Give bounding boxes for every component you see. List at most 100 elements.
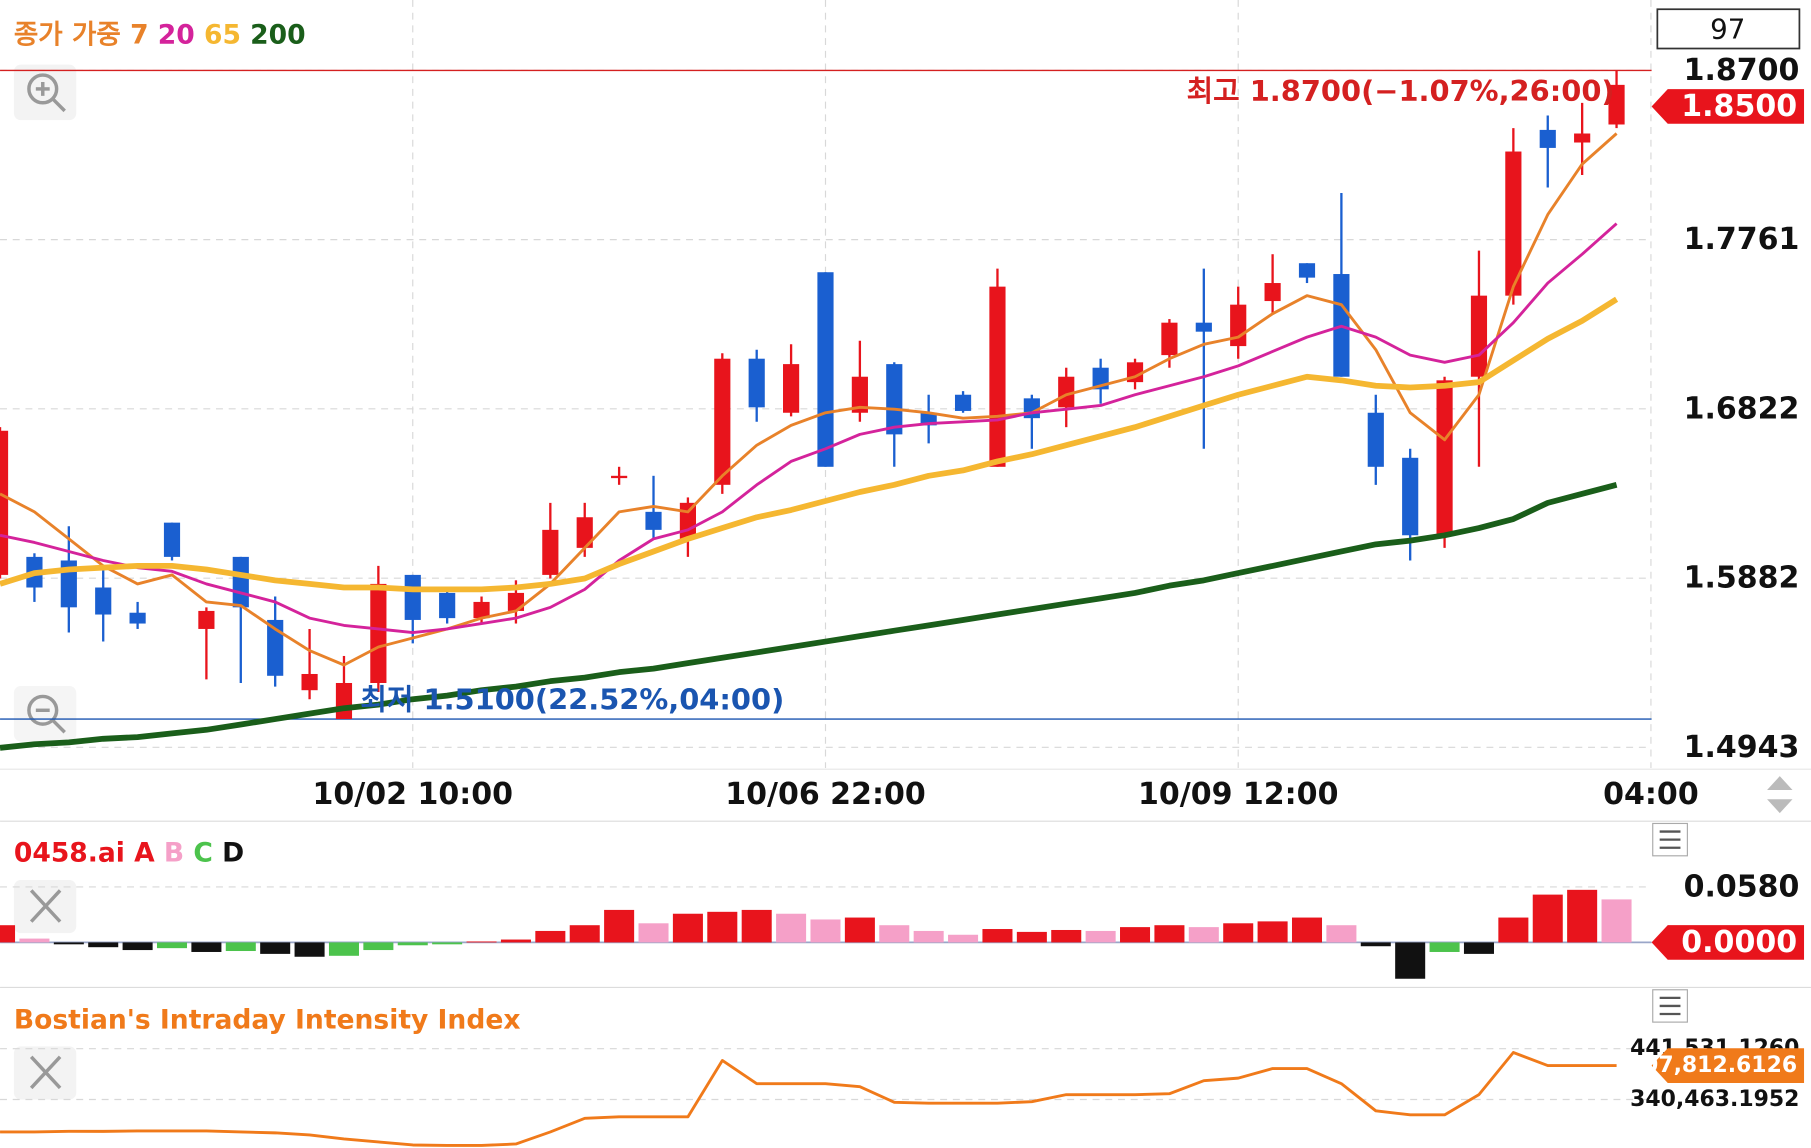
histogram-bar xyxy=(1360,942,1391,947)
candle-body xyxy=(1298,263,1316,278)
histogram-bar xyxy=(191,942,222,952)
histogram-bar xyxy=(1085,930,1116,943)
histogram-bar xyxy=(1429,942,1460,952)
histogram-bar xyxy=(1257,921,1288,943)
candle-body xyxy=(1230,304,1247,347)
histogram-bar xyxy=(879,925,910,943)
candle-body xyxy=(748,358,765,408)
legend-entry: 200 xyxy=(250,19,305,50)
moving-average-line xyxy=(0,132,1618,667)
icon xyxy=(1659,996,1681,1016)
zoom-out-button[interactable] xyxy=(13,686,77,742)
last-value-tag xyxy=(1651,1048,1805,1083)
histogram-bar xyxy=(948,934,979,943)
histogram-bar xyxy=(638,923,669,943)
moving-average-line xyxy=(0,222,1618,634)
candle-body xyxy=(335,682,353,720)
candle-body xyxy=(1367,412,1384,467)
histogram-bar xyxy=(1463,942,1494,954)
candle-body xyxy=(989,286,1006,467)
indicator-legend: 종가 가중 7 20 65 200 xyxy=(14,19,306,50)
panel-menu-button[interactable] xyxy=(1652,822,1688,857)
candle-body xyxy=(1402,457,1419,536)
panel-title: Bostian's Intraday Intensity Index xyxy=(14,1004,521,1035)
candle-body xyxy=(267,619,284,676)
candle-body xyxy=(1470,295,1488,377)
icon xyxy=(1659,830,1681,849)
candle-body xyxy=(576,517,593,548)
y-tick-label: 1.8700 xyxy=(1684,53,1800,88)
histogram-bar xyxy=(1567,889,1598,943)
histogram-bar xyxy=(707,911,738,943)
histogram-bar xyxy=(569,925,600,943)
histogram-bar xyxy=(225,942,256,952)
candle-body xyxy=(1436,380,1453,536)
candle-body xyxy=(129,612,146,624)
y-tick-label: 1.6822 xyxy=(1684,391,1800,426)
candle-body xyxy=(0,430,9,575)
icon xyxy=(51,98,66,113)
legend-entry: B xyxy=(164,837,184,868)
histogram-bar xyxy=(776,913,807,943)
candle-body xyxy=(714,358,731,485)
panel-menu-button[interactable] xyxy=(1652,989,1688,1023)
candle-body xyxy=(1195,322,1212,332)
corner-label: 97 xyxy=(1710,12,1745,45)
histogram-bar xyxy=(1601,899,1632,943)
candle-body xyxy=(473,601,490,619)
x-tick-label: 10/02 10:00 xyxy=(313,777,514,812)
icon xyxy=(29,1055,62,1090)
legend-entry: C xyxy=(193,837,212,868)
moving-average-line xyxy=(0,296,1619,593)
histogram-bar xyxy=(604,909,635,943)
histogram-bar xyxy=(535,930,566,943)
candle-body xyxy=(232,556,249,608)
last-value-label: 1.8500 xyxy=(1681,89,1797,124)
candle-body xyxy=(95,587,112,615)
histogram-bar xyxy=(1051,929,1082,943)
candle-body xyxy=(851,376,868,413)
candle-body xyxy=(1505,151,1522,296)
histogram-bar xyxy=(88,942,119,948)
panel-title: 0458.ai xyxy=(14,837,125,868)
candle-body xyxy=(817,272,834,467)
x-tick-label: 04:00 xyxy=(1603,777,1699,812)
close-panel-button[interactable] xyxy=(13,880,77,934)
histogram-bar xyxy=(397,942,428,946)
close-panel-button[interactable] xyxy=(13,1046,77,1100)
candle-body xyxy=(611,475,628,479)
button-bg xyxy=(13,64,77,121)
histogram-bar xyxy=(1326,925,1357,943)
last-value-label: 407,812.6126 xyxy=(1628,1053,1797,1078)
y-tick-label: 1.5882 xyxy=(1684,561,1800,596)
histogram-bar xyxy=(1223,923,1254,943)
histogram-bar xyxy=(19,938,50,943)
legend-entry: 7 xyxy=(130,19,148,50)
histogram-bar xyxy=(53,942,84,945)
icon xyxy=(29,889,62,923)
button-bg xyxy=(13,686,77,742)
legend-entry: 65 xyxy=(204,19,241,50)
corner-box xyxy=(1656,8,1801,50)
last-value-tag xyxy=(1651,925,1805,960)
x-tick-label: 10/09 12:00 xyxy=(1138,777,1339,812)
last-value-tag xyxy=(1651,89,1805,124)
legend-entry: A xyxy=(134,837,155,868)
annotation-label: 최저 1.5100(22.52%,04:00) xyxy=(360,682,784,716)
histogram-bar xyxy=(328,942,359,956)
candle-body xyxy=(542,529,559,575)
icon xyxy=(51,719,66,734)
y-tick-label: 1.7761 xyxy=(1684,222,1800,257)
histogram-bar xyxy=(1498,917,1529,943)
histogram-bar xyxy=(1291,917,1323,943)
scale-toggle[interactable] xyxy=(1767,776,1793,814)
y-tick-label: 0.0580 xyxy=(1684,869,1800,904)
histogram-bar xyxy=(1154,925,1185,943)
histogram-bar xyxy=(672,913,703,943)
annotation-label: 최고 1.8700(−1.07%,26:00) xyxy=(1187,74,1615,108)
candle-body xyxy=(1264,283,1281,302)
zoom-in-button[interactable] xyxy=(13,64,77,121)
